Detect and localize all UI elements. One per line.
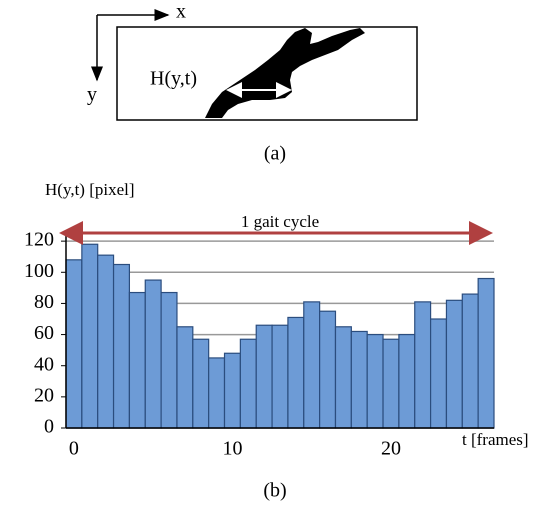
bar [223, 352, 241, 429]
bar [65, 259, 83, 429]
y-tick-label: 20 [34, 384, 54, 406]
y-tick-label: 120 [24, 229, 54, 251]
plot: 0 20 40 60 80 100 120 0 10 20 [24, 229, 495, 460]
y-tick-label: 40 [34, 353, 54, 375]
bar [429, 318, 448, 429]
width-label: H(y,t) [150, 68, 197, 90]
y-axis-title: H(y,t) [pixel] [45, 180, 135, 199]
bar [319, 310, 337, 429]
bar [350, 330, 368, 429]
bar [477, 277, 495, 429]
bar [81, 243, 99, 429]
y-tick-label: 60 [34, 322, 54, 344]
y-label: y [87, 84, 97, 106]
bar [97, 254, 115, 429]
bar [366, 333, 384, 429]
bar [255, 324, 273, 429]
bar [192, 338, 210, 429]
caption-b: (b) [263, 480, 286, 502]
bar [398, 333, 416, 429]
bar [271, 324, 289, 429]
bar [239, 338, 257, 429]
bar [334, 326, 352, 429]
y-tick-label: 80 [34, 291, 54, 313]
bar [144, 279, 162, 429]
x-tick-label: 0 [69, 438, 79, 460]
y-tick-label: 100 [24, 260, 54, 282]
bar [287, 316, 305, 429]
bar [303, 301, 321, 429]
x-tick-label: 10 [222, 438, 242, 460]
bar [461, 293, 479, 429]
bar [112, 263, 131, 429]
bar [445, 299, 463, 429]
annotation: 1 gait cycle [241, 212, 319, 231]
caption-a: (a) [264, 143, 286, 165]
x-axis-title: t [frames] [462, 430, 529, 449]
bar [208, 357, 226, 429]
bar [176, 326, 194, 429]
bar [160, 291, 178, 429]
bar [382, 338, 400, 429]
y-tick-label: 0 [44, 416, 54, 438]
bar [128, 291, 146, 429]
x-label: x [176, 1, 186, 23]
x-tick-label: 20 [381, 438, 401, 460]
bar [414, 301, 432, 429]
